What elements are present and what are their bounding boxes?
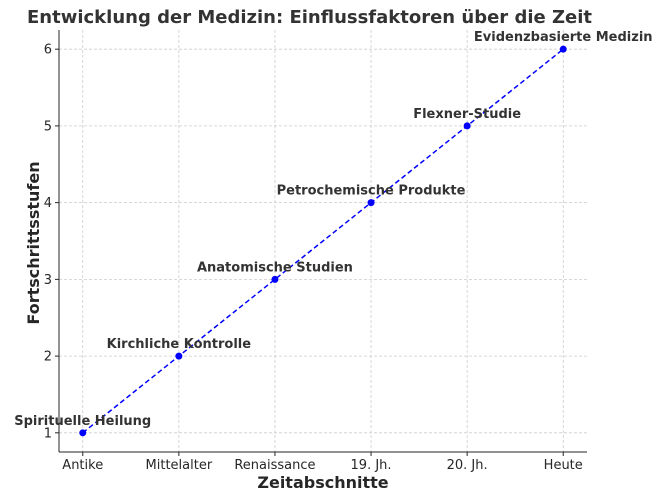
data-point bbox=[463, 122, 471, 130]
data-point bbox=[559, 45, 567, 53]
x-tick-label: Mittelalter bbox=[146, 458, 213, 473]
y-tick-label: 3 bbox=[44, 273, 52, 288]
series-line bbox=[79, 45, 567, 437]
x-tick-label: 19. Jh. bbox=[351, 458, 392, 473]
data-point bbox=[175, 352, 183, 360]
data-annotation: Kirchliche Kontrolle bbox=[107, 337, 252, 352]
chart-title: Entwicklung der Medizin: Einflussfaktore… bbox=[27, 7, 592, 28]
data-point bbox=[367, 199, 375, 207]
y-tick-label: 4 bbox=[44, 196, 52, 211]
data-annotation: Anatomische Studien bbox=[197, 260, 353, 275]
x-tick-label: 20. Jh. bbox=[447, 458, 488, 473]
series-line-path bbox=[82, 48, 564, 434]
data-annotation: Evidenzbasierte Medizin bbox=[474, 30, 653, 45]
data-annotation: Petrochemische Produkte bbox=[277, 184, 466, 199]
axes: Antike Mittelalter Renaissance 19. Jh. 20. J… bbox=[44, 30, 587, 473]
x-tick-label: Renaissance bbox=[234, 458, 315, 473]
data-point bbox=[271, 275, 279, 283]
data-annotation: Flexner-Studie bbox=[413, 107, 521, 122]
grid bbox=[59, 30, 587, 452]
annotations: Spirituelle Heilung Kirchliche Kontrolle A… bbox=[14, 30, 652, 429]
y-axis-title: Fortschrittsstufen bbox=[24, 161, 43, 324]
x-tick-label: Antike bbox=[62, 458, 103, 473]
y-tick-label: 5 bbox=[44, 119, 52, 134]
x-tick-label: Heute bbox=[544, 458, 583, 473]
data-point bbox=[79, 429, 87, 437]
y-tick-label: 2 bbox=[44, 350, 52, 365]
data-annotation: Spirituelle Heilung bbox=[14, 414, 151, 429]
x-axis-title: Zeitabschnitte bbox=[257, 473, 388, 492]
y-tick-label: 6 bbox=[44, 43, 52, 58]
y-tick-label: 1 bbox=[44, 426, 52, 441]
